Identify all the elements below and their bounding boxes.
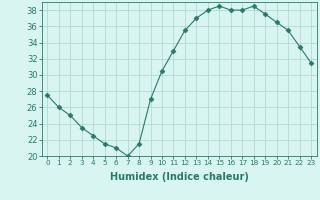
- X-axis label: Humidex (Indice chaleur): Humidex (Indice chaleur): [110, 172, 249, 182]
